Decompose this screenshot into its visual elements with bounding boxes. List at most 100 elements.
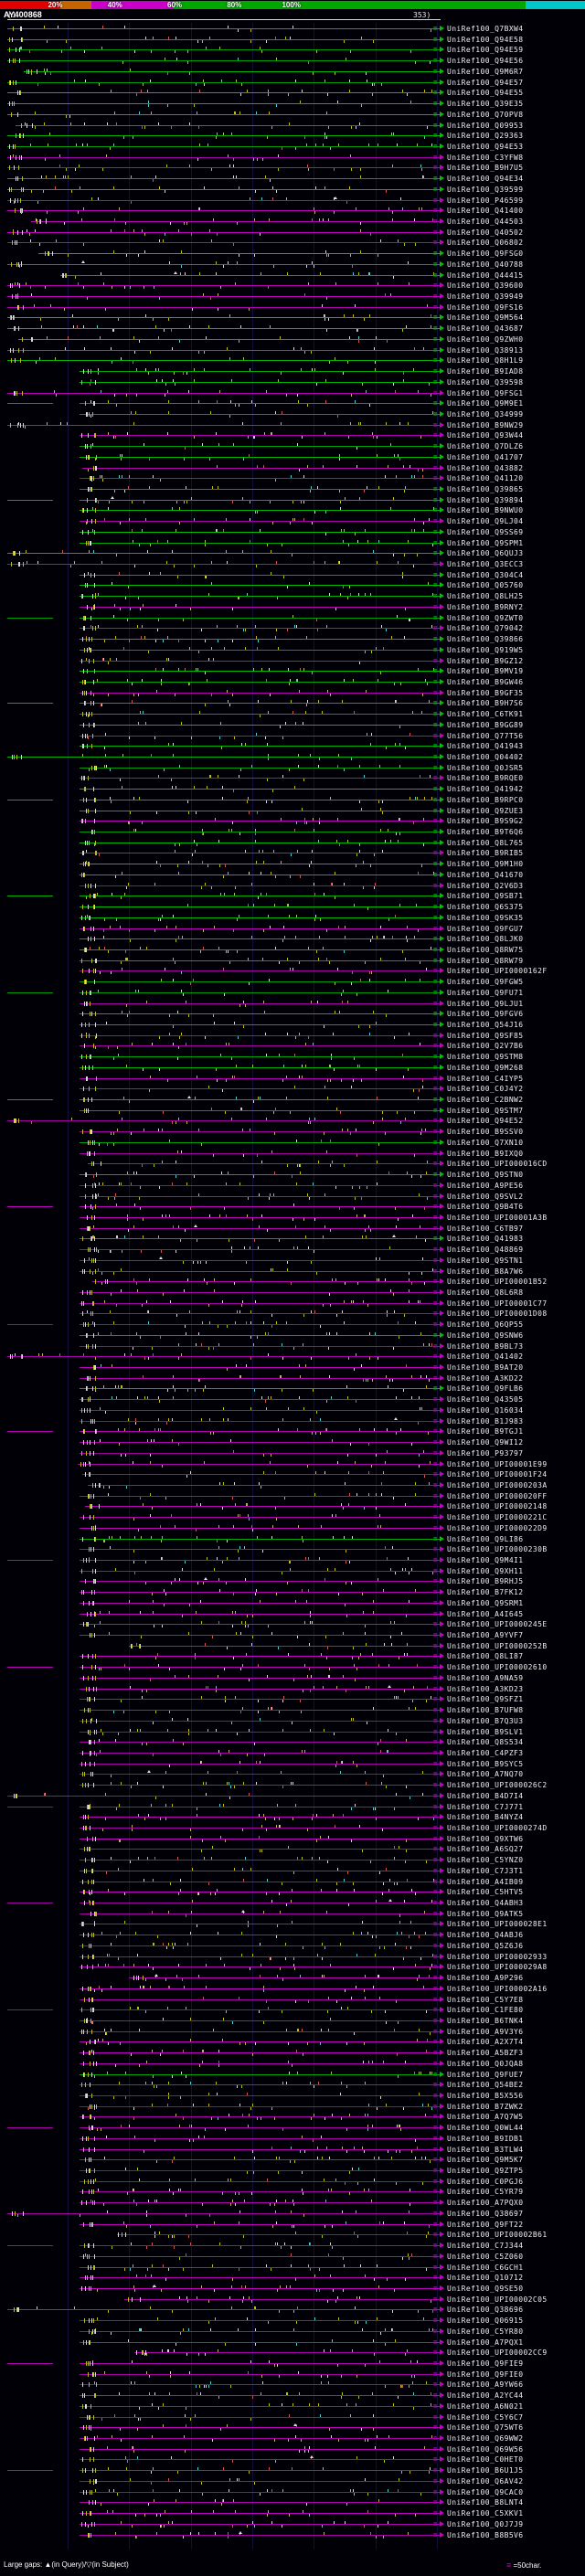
alignment-row[interactable]: ≡ UniRef100_UPI0000274D [0, 1823, 585, 1834]
hit-accession-link[interactable]: UniRef100_Q93W44 [447, 431, 524, 440]
hit-accession-link[interactable]: UniRef100_A9V3Y6 [447, 2027, 524, 2036]
alignment-row[interactable]: ≡ UniRef100_Q9SFZ1 [0, 1694, 585, 1705]
alignment-row[interactable]: ≡ UniRef100_Q9WI12 [0, 1437, 585, 1448]
hit-accession-link[interactable]: UniRef100_UPI00001B52 [447, 1277, 548, 1287]
hit-accession-link[interactable]: UniRef100_Q39894 [447, 495, 524, 504]
alignment-row[interactable]: ≡ UniRef100_Q9M9E1 [0, 398, 585, 409]
alignment-row[interactable]: ≡ UniRef100_B9RIB5 [0, 848, 585, 859]
hit-accession-link[interactable]: UniRef100_UPI0000203A [447, 1480, 548, 1489]
hit-accession-link[interactable]: UniRef100_Q39598 [447, 377, 524, 387]
hit-accession-link[interactable]: UniRef100_Q9SFZ1 [447, 1695, 524, 1704]
hit-accession-link[interactable]: UniRef100_Q9ZTP5 [447, 2167, 524, 2175]
hit-accession-link[interactable]: UniRef100_C0PGJ6 [447, 2177, 524, 2186]
alignment-row[interactable]: ≡ UniRef100_UPI00002148 [0, 1501, 585, 1512]
alignment-row[interactable]: ≡ UniRef100_Q9FGU7 [0, 924, 585, 935]
alignment-row[interactable]: ≡ UniRef100_UPI0000203A [0, 1480, 585, 1491]
hit-accession-link[interactable]: UniRef100_Q70PV8 [447, 110, 524, 119]
alignment-row[interactable]: ≡ UniRef100_A9NA59 [0, 1673, 585, 1684]
alignment-row[interactable]: ≡ UniRef100_Q0JSR5 [0, 763, 585, 774]
hit-accession-link[interactable]: UniRef100_Q8LI87 [447, 1652, 524, 1661]
alignment-row[interactable]: ≡ UniRef100_C5YR79 [0, 2187, 585, 2198]
hit-accession-link[interactable]: UniRef100_Q8H1L9 [447, 356, 524, 366]
hit-accession-link[interactable]: UniRef100_B9GF35 [447, 688, 524, 697]
alignment-row[interactable]: ≡ UniRef100_Q9LJU1 [0, 999, 585, 1010]
hit-accession-link[interactable]: UniRef100_Q9SNW6 [447, 1330, 524, 1340]
hit-accession-link[interactable]: UniRef100_Q9SPM1 [447, 538, 524, 547]
alignment-row[interactable]: ≡ UniRef100_UPI00001B52 [0, 1277, 585, 1288]
alignment-row[interactable]: ≡ UniRef100_UPI000028E1 [0, 1919, 585, 1930]
hit-accession-link[interactable]: UniRef100_UPI000028E1 [447, 1920, 548, 1929]
hit-accession-link[interactable]: UniRef100_B7FK12 [447, 1588, 524, 1597]
hit-accession-link[interactable]: UniRef100_Q0WL44 [447, 2124, 524, 2133]
hit-accession-link[interactable]: UniRef100_UPI0000162F [447, 967, 548, 976]
alignment-row[interactable]: ≡ UniRef100_Q8S534 [0, 1737, 585, 1748]
hit-accession-link[interactable]: UniRef100_A9P296 [447, 1974, 524, 1982]
hit-accession-link[interactable]: UniRef100_Q9ATK5 [447, 1909, 524, 1918]
alignment-row[interactable]: ≡ UniRef100_UPI0000245E [0, 1619, 585, 1630]
alignment-row[interactable]: ≡ UniRef100_Q9SRM1 [0, 1598, 585, 1609]
hit-accession-link[interactable]: UniRef100_Q9WI12 [447, 1438, 524, 1447]
alignment-row[interactable]: ≡ UniRef100_Q9FSG1 [0, 388, 585, 399]
alignment-row[interactable]: ≡ UniRef100_Q9FGV6 [0, 1009, 585, 1020]
hit-accession-link[interactable]: UniRef100_Q9STN1 [447, 1256, 524, 1265]
hit-accession-link[interactable]: UniRef100_C3YFW8 [447, 153, 524, 162]
hit-accession-link[interactable]: UniRef100_B9MV19 [447, 667, 524, 676]
alignment-row[interactable]: ≡ UniRef100_UPI000020FF [0, 1491, 585, 1502]
hit-accession-link[interactable]: UniRef100_Q8L765 [447, 838, 524, 847]
hit-accession-link[interactable]: UniRef100_C0J4Y2 [447, 1085, 524, 1094]
alignment-row[interactable]: ≡ UniRef100_Q94E59 [0, 45, 585, 56]
hit-accession-link[interactable]: UniRef100_B9BL73 [447, 1341, 524, 1351]
hit-accession-link[interactable]: UniRef100_C7J3T1 [447, 1866, 524, 1875]
hit-accession-link[interactable]: UniRef100_Q9M4I1 [447, 1556, 524, 1564]
alignment-row[interactable]: ≡ UniRef100_Q39598 [0, 377, 585, 388]
alignment-row[interactable]: ≡ UniRef100_B9RNY2 [0, 602, 585, 613]
alignment-row[interactable]: ≡ UniRef100_Q41983 [0, 1234, 585, 1245]
hit-accession-link[interactable]: UniRef100_C5HTV5 [447, 1888, 524, 1897]
hit-accession-link[interactable]: UniRef100_Q40502 [447, 228, 524, 237]
hit-accession-link[interactable]: UniRef100_B5X556 [447, 2092, 524, 2100]
alignment-row[interactable]: ≡ UniRef100_Q9STM8 [0, 1052, 585, 1063]
hit-accession-link[interactable]: UniRef100_Q9LI86 [447, 1534, 524, 1543]
alignment-row[interactable]: ≡ UniRef100_A7Q7W5 [0, 2112, 585, 2123]
alignment-row[interactable]: ≡ UniRef100_Q8RW75 [0, 945, 585, 956]
alignment-row[interactable]: ≡ UniRef100_B9GZ12 [0, 656, 585, 667]
hit-accession-link[interactable]: UniRef100_Q41670 [447, 870, 524, 879]
alignment-row[interactable]: ≡ UniRef100_Q9SPM1 [0, 538, 585, 549]
alignment-row[interactable]: ≡ UniRef100_Q06802 [0, 238, 585, 249]
hit-accession-link[interactable]: UniRef100_Q9STN0 [447, 1171, 524, 1179]
hit-accession-link[interactable]: UniRef100_B7Q3U3 [447, 1716, 524, 1725]
hit-accession-link[interactable]: UniRef100_Q38913 [447, 345, 524, 355]
alignment-row[interactable]: ≡ UniRef100_P93797 [0, 1448, 585, 1459]
hit-accession-link[interactable]: UniRef100_Q9M9E1 [447, 399, 524, 408]
hit-accession-link[interactable]: UniRef100_Q9FUE7 [447, 2070, 524, 2079]
hit-accession-link[interactable]: UniRef100_Q41400 [447, 207, 524, 216]
alignment-row[interactable]: ≡ UniRef100_Q9STM7 [0, 1106, 585, 1117]
hit-accession-link[interactable]: UniRef100_A7Q7W5 [447, 2113, 524, 2122]
hit-accession-link[interactable]: UniRef100_UPI000020FF [447, 1491, 548, 1500]
hit-accession-link[interactable]: UniRef100_B9H7U5 [447, 164, 524, 173]
hit-accession-link[interactable]: UniRef100_Q9SRM1 [447, 1598, 524, 1607]
alignment-row[interactable]: ≡ UniRef100_Q9SVL2 [0, 1192, 585, 1203]
hit-accession-link[interactable]: UniRef100_Q77T56 [447, 731, 524, 740]
alignment-row[interactable]: ≡ UniRef100_Q41670 [0, 870, 585, 881]
hit-accession-link[interactable]: UniRef100_Q9SS69 [447, 527, 524, 536]
alignment-row[interactable]: ≡ UniRef100_A3KD23 [0, 1684, 585, 1695]
alignment-row[interactable]: ≡ UniRef100_Q41402 [0, 1352, 585, 1362]
alignment-row[interactable]: ≡ UniRef100_Q54BE2 [0, 2080, 585, 2091]
hit-accession-link[interactable]: UniRef100_Q9FLB6 [447, 1384, 524, 1394]
hit-accession-link[interactable]: UniRef100_A2X7T4 [447, 2038, 524, 2047]
hit-accession-link[interactable]: UniRef100_Q7XN10 [447, 1138, 524, 1147]
hit-accession-link[interactable]: UniRef100_Q5Z6J6 [447, 1941, 524, 1950]
hit-accession-link[interactable]: UniRef100_Q9FGW5 [447, 978, 524, 987]
alignment-row[interactable]: ≡ UniRef100_Q9M268 [0, 1063, 585, 1074]
hit-accession-link[interactable]: UniRef100_Q39599 [447, 185, 524, 194]
alignment-row[interactable]: ≡ UniRef100_Q9M4I1 [0, 1555, 585, 1566]
hit-accession-link[interactable]: UniRef100_Q79042 [447, 624, 524, 633]
hit-accession-link[interactable]: UniRef100_Q2V6D3 [447, 881, 524, 890]
alignment-row[interactable]: ≡ UniRef100_Q9M564 [0, 313, 585, 323]
hit-accession-link[interactable]: UniRef100_B9TGJ1 [447, 1427, 524, 1436]
alignment-row[interactable]: ≡ UniRef100_Q43505 [0, 1394, 585, 1405]
hit-accession-link[interactable]: UniRef100_B9SLV1 [447, 1727, 524, 1736]
alignment-row[interactable]: ≡ UniRef100_B9IAD8 [0, 366, 585, 377]
alignment-row[interactable]: ≡ UniRef100_Q44415 [0, 270, 585, 281]
